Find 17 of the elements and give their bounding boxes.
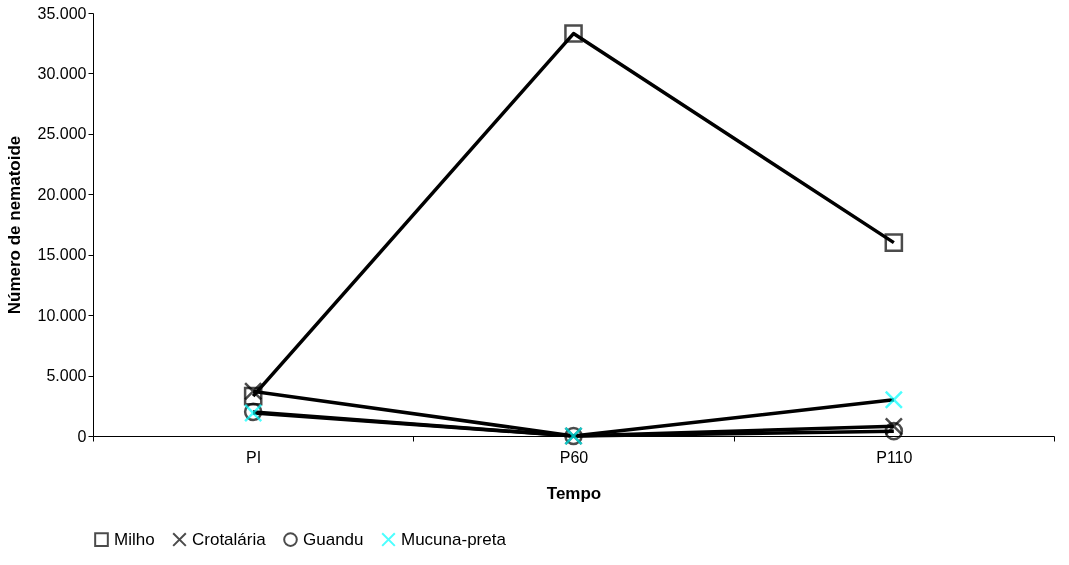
y-tick-label: 20.000 [37,185,87,203]
y-tick-label: 0 [77,427,87,445]
y-tick-label: 5.000 [46,367,87,385]
y-tick-label: 30.000 [37,64,87,82]
x-tick-label: P110 [876,448,913,466]
y-tick-label: 35.000 [37,4,87,22]
legend-label: Milho [114,529,155,549]
y-axis-title: Número de nematoide [4,135,24,315]
y-tick-label: 10.000 [37,306,87,324]
x-tick-label: PI [246,448,262,466]
legend-label: Crotalária [192,529,267,549]
legend-label: Mucuna-preta [401,529,507,549]
x-axis-title: Tempo [546,483,602,503]
x-tick-label: P60 [559,448,589,466]
y-tick-label: 25.000 [37,125,87,143]
y-tick-label: 15.000 [37,246,87,264]
legend-label: Guandu [303,529,364,549]
